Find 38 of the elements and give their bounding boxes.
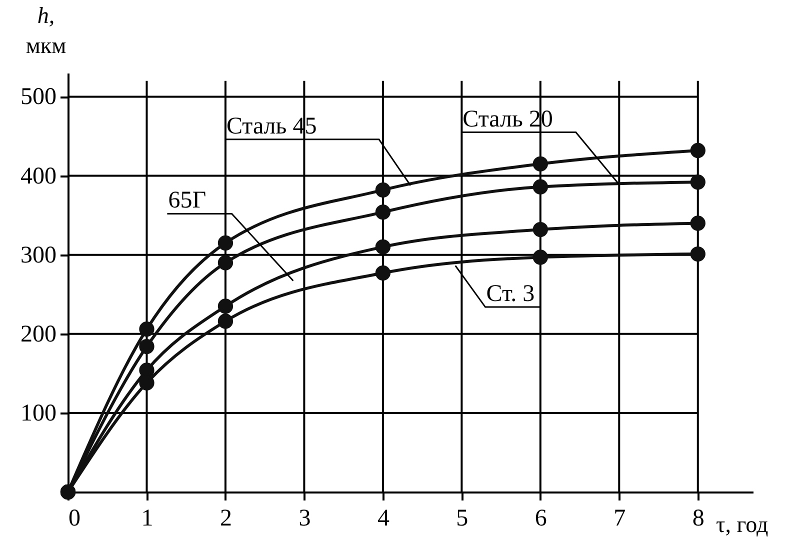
point [375,239,391,254]
x-tick-label: 4 [377,506,390,532]
y-tick-label: 200 [20,321,56,348]
y-tick-label: 100 [20,400,56,426]
point [690,246,706,262]
x-tick-label: 7 [614,506,626,532]
x-tick-label: 8 [692,506,704,532]
x-axis-title: τ, год [716,512,768,537]
y-tick-label: 300 [20,242,56,268]
point [139,322,154,337]
point [690,174,706,190]
text: 65Г [168,188,206,214]
x-tick-label: 2 [220,506,232,532]
point [375,182,391,198]
y-axis-title: h, мкм [26,3,67,58]
series-label: Ст. 3 [486,281,535,308]
x-tick-label: 3 [298,506,311,532]
x-tick-label: 6 [534,506,547,532]
y-tick-label: 400 [20,163,56,190]
point [532,250,548,265]
point [375,265,391,281]
x-tick-label: 0 [68,506,80,532]
point [532,156,548,172]
point [532,179,548,194]
point [690,216,706,231]
point [139,375,154,390]
point [532,222,548,238]
point [139,338,154,354]
y-tick-label: 500 [20,84,56,110]
point [375,204,391,220]
point [218,314,234,329]
x-tick-label: 1 [141,506,154,532]
point [690,142,706,158]
point [218,235,234,251]
point [218,298,234,314]
point [139,362,154,378]
x-tick-label: 5 [456,506,468,532]
point [218,255,234,270]
